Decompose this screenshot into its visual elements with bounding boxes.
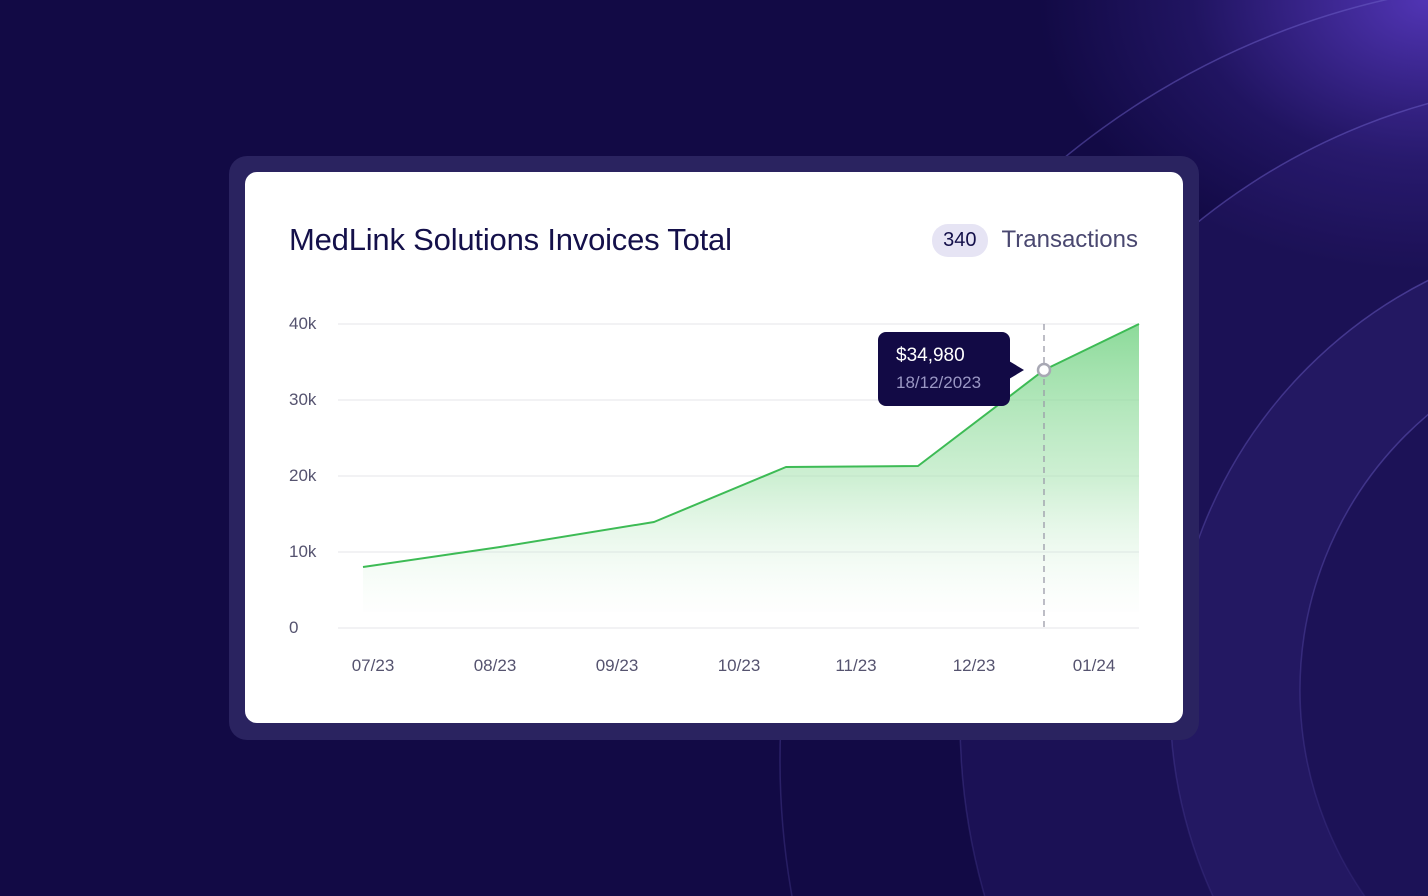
x-tick-07-23: 07/23 <box>351 656 395 675</box>
tooltip-date: 18/12/2023 <box>896 373 982 392</box>
y-tick-20k: 20k <box>289 466 317 485</box>
transactions-summary: 340 Transactions <box>932 222 1138 258</box>
chart-tooltip: $34,980 18/12/2023 <box>878 332 1024 406</box>
area-fill <box>363 324 1139 612</box>
x-tick-01-24: 01/24 <box>1072 656 1116 675</box>
y-tick-10k: 10k <box>289 542 317 561</box>
x-tick-12-23: 12/23 <box>952 656 996 675</box>
tooltip-value: $34,980 <box>896 345 965 366</box>
x-tick-11-23: 11/23 <box>835 656 877 675</box>
hover-point-marker[interactable] <box>1036 362 1052 378</box>
x-tick-10-23: 10/23 <box>717 656 761 675</box>
y-tick-0: 0 <box>289 618 299 637</box>
area-chart[interactable] <box>245 172 1183 723</box>
transactions-count-badge: 340 <box>932 223 988 257</box>
card-title: MedLink Solutions Invoices Total <box>289 222 732 257</box>
invoices-card: MedLink Solutions Invoices Total 340 Tra… <box>245 172 1183 723</box>
transactions-label: Transactions <box>1001 226 1139 253</box>
x-tick-09-23: 09/23 <box>595 656 639 675</box>
y-tick-30k: 30k <box>289 390 317 409</box>
y-tick-40k: 40k <box>289 314 317 333</box>
x-tick-08-23: 08/23 <box>473 656 517 675</box>
